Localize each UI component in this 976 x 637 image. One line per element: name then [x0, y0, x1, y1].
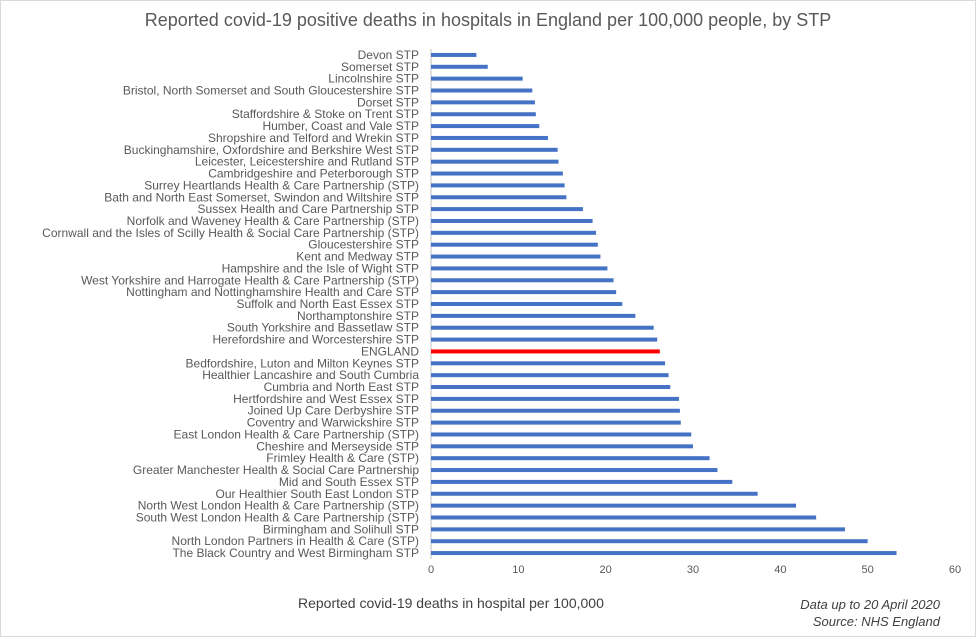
bar: [431, 420, 681, 425]
category-label: Birmingham and Solihull STP: [263, 522, 419, 536]
bar: [431, 479, 733, 484]
bar: [431, 147, 558, 152]
category-label: Cornwall and the Isles of Scilly Health …: [42, 226, 419, 240]
x-tick-label: 10: [512, 564, 524, 576]
date-note: Data up to 20 April 2020: [800, 597, 940, 612]
bar: [431, 385, 671, 390]
category-label: Suffolk and North East Essex STP: [236, 297, 419, 311]
x-tick-label: 30: [687, 564, 699, 576]
bar-england: [431, 349, 660, 354]
source-note: Source: NHS England: [812, 614, 940, 629]
category-label: Devon STP: [358, 48, 419, 62]
bar: [431, 242, 598, 247]
bar: [431, 183, 565, 188]
category-label: Buckinghamshire, Oxfordshire and Berkshi…: [124, 143, 419, 157]
bar: [431, 373, 669, 378]
category-label: Herefordshire and Worcestershire STP: [212, 333, 419, 347]
bar: [431, 159, 559, 164]
bar: [431, 207, 583, 212]
category-label: ENGLAND: [361, 344, 419, 358]
bar: [431, 64, 488, 69]
category-label: Healthier Lancashire and South Cumbria: [202, 368, 419, 382]
x-tick-label: 60: [949, 564, 961, 576]
bar: [431, 88, 533, 93]
category-label: Dorset STP: [357, 95, 419, 109]
category-label: West Yorkshire and Harrogate Health & Ca…: [81, 273, 419, 287]
category-label: Northamptonshire STP: [297, 309, 419, 323]
category-label: South Yorkshire and Bassetlaw STP: [227, 321, 419, 335]
bar: [431, 361, 666, 366]
bar: [431, 302, 623, 306]
category-label: North West London Health & Care Partners…: [138, 499, 419, 513]
category-label: Our Healthier South East London STP: [216, 487, 419, 501]
bar: [431, 135, 549, 140]
bar: [431, 290, 617, 295]
bar: [431, 515, 817, 520]
bar: [431, 52, 477, 57]
bar: [431, 396, 680, 401]
bar: [431, 491, 758, 496]
chart-title: Reported covid-19 positive deaths in hos…: [144, 10, 832, 30]
bar: [431, 337, 658, 342]
category-label: Norfolk and Waveney Health & Care Partne…: [127, 214, 419, 228]
bar: [431, 171, 563, 176]
bar: [431, 503, 797, 508]
category-label: Shropshire and Telford and Wrekin STP: [208, 131, 419, 145]
bar: [431, 432, 692, 437]
bar: [431, 313, 636, 318]
category-label: Joined Up Care Derbyshire STP: [248, 404, 419, 418]
category-label: East London Health & Care Partnership (S…: [174, 427, 419, 441]
category-label: Cheshire and Merseyside STP: [256, 439, 419, 453]
category-label: Hertfordshire and West Essex STP: [233, 392, 419, 406]
bar: [431, 444, 693, 449]
category-label: Greater Manchester Health & Social Care …: [133, 463, 419, 477]
bar: [431, 100, 535, 105]
x-tick-label: 40: [774, 564, 786, 576]
category-label: South West London Health & Care Partners…: [136, 510, 419, 524]
bar: [431, 278, 614, 283]
x-tick-label: 20: [600, 564, 612, 576]
bar: [431, 551, 897, 556]
bar: [431, 254, 601, 259]
category-label: Coventry and Warwickshire STP: [247, 416, 419, 430]
category-label: Sussex Health and Care Partnership STP: [198, 202, 419, 216]
x-axis-label: Reported covid-19 deaths in hospital per…: [298, 595, 604, 611]
category-label: Bath and North East Somerset, Swindon an…: [104, 190, 419, 204]
bar: [431, 539, 868, 544]
bar: [431, 408, 680, 413]
category-label: Gloucestershire STP: [308, 238, 419, 252]
bar: [431, 195, 567, 200]
category-label: Lincolnshire STP: [328, 72, 419, 86]
category-label: Humber, Coast and Vale STP: [262, 119, 419, 133]
bar: [431, 527, 845, 532]
category-label: Hampshire and the Isle of Wight STP: [222, 261, 419, 275]
category-label: Staffordshire & Stoke on Trent STP: [232, 107, 419, 121]
category-label: Mid and South Essex STP: [279, 475, 419, 489]
bar: [431, 124, 540, 129]
bar: [431, 76, 523, 81]
bar: [431, 468, 718, 473]
x-tick-label: 0: [428, 564, 434, 576]
bar: [431, 325, 654, 330]
bar: [431, 266, 608, 271]
category-label: Surrey Heartlands Health & Care Partners…: [144, 178, 419, 192]
category-label: The Black Country and West Birmingham ST…: [172, 546, 419, 560]
category-label: Somerset STP: [341, 60, 419, 74]
bar: [431, 218, 593, 223]
bar: [431, 456, 710, 461]
category-label: Cumbria and North East STP: [264, 380, 419, 394]
category-label: Leicester, Leicestershire and Rutland ST…: [195, 155, 419, 169]
category-label: Kent and Medway STP: [296, 250, 419, 264]
category-label: Bedfordshire, Luton and Milton Keynes ST…: [186, 356, 419, 370]
bar: [431, 112, 536, 117]
category-label: Cambridgeshire and Peterborough STP: [208, 167, 419, 181]
bar: [431, 230, 597, 235]
category-label: Nottingham and Nottinghamshire Health an…: [126, 285, 419, 299]
x-tick-label: 50: [862, 564, 874, 576]
category-label: North London Partners in Health & Care (…: [172, 534, 419, 548]
category-label: Bristol, North Somerset and South Glouce…: [123, 84, 419, 98]
category-label: Frimley Health & Care (STP): [266, 451, 419, 465]
